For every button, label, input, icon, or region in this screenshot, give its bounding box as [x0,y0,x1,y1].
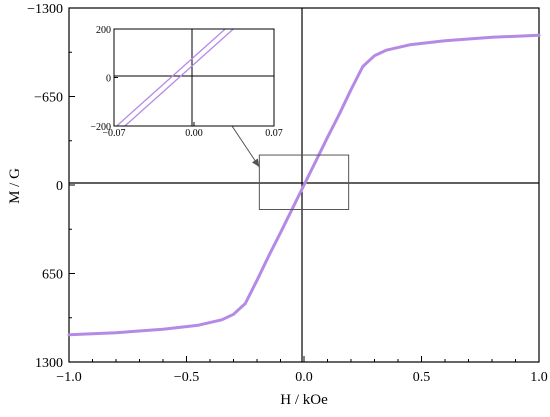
inset-y-tick-label: 200 [96,25,111,36]
x-tick-label: −1.0 [56,370,81,385]
y-tick-label: 1300 [35,356,63,371]
y-axis-label: M / G [7,168,23,204]
zoom-arrowhead [252,158,260,168]
x-tick-label: 0.0 [295,370,313,385]
y-tick-label: −650 [34,91,63,106]
zoom-arrow-line [231,125,260,168]
inset-background [114,29,274,126]
inset-branch-1 [115,29,227,126]
inset-x-tick-label: −0.07 [102,128,125,139]
y-tick-label: 0 [56,179,63,194]
x-axis-label: H / kOe [280,392,328,408]
inset-y-tick-label: −200 [90,122,111,133]
x-tick-label: 1.0 [530,370,548,385]
inset-curves [115,29,235,126]
inset-branch-2 [123,29,235,126]
zoom-region-box [258,154,350,211]
y-tick-label: 650 [42,268,63,283]
inset-x-tick-label: 0.07 [265,128,283,139]
y-tick-label: −1300 [27,2,63,17]
inset-frame [113,28,275,127]
main-tick-labels: −1.0 −0.5 0.0 0.5 1.0 −1300 −650 0 650 1300 [27,2,548,385]
inset-y-tick-label: 0 [106,74,111,85]
inset-tick-labels: −0.07 0.00 0.07 200 0 −200 [90,25,282,139]
main-tick-marks [68,7,540,363]
magnetization-curve [67,33,541,337]
x-tick-label: 0.5 [413,370,431,385]
x-tick-label: −0.5 [174,370,199,385]
inset-x-tick-label: 0.00 [185,128,203,139]
